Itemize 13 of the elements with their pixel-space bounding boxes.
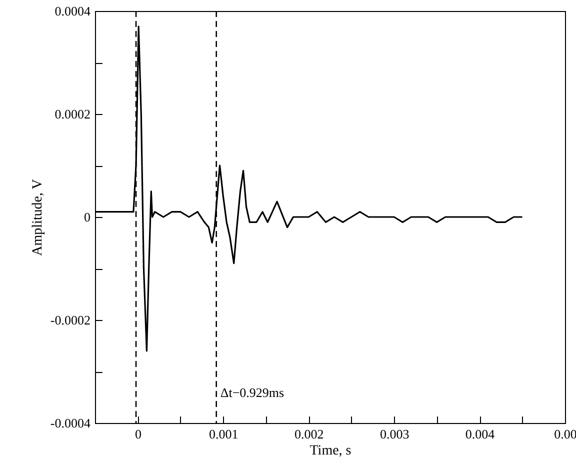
y-tick-label: 0 [84,210,90,224]
x-tick-label: 0.003 [380,426,410,442]
y-tick-label: -0.0004 [50,416,91,430]
x-tick-label: 0.001 [209,426,238,442]
y-tick-label: 0.0004 [54,4,91,18]
x-tick-label: 0 [134,426,142,442]
y-axis-title: Amplitude, V [30,179,46,256]
y-tick-label: -0.0002 [50,312,90,328]
y-tick-label: 0.0002 [54,106,90,122]
x-tick-label: 0.002 [294,426,324,442]
ref-line-label: Δt−0.929ms [220,385,284,400]
x-axis-title: Time, s [310,444,352,458]
x-tick-label: 0.004 [465,426,496,442]
